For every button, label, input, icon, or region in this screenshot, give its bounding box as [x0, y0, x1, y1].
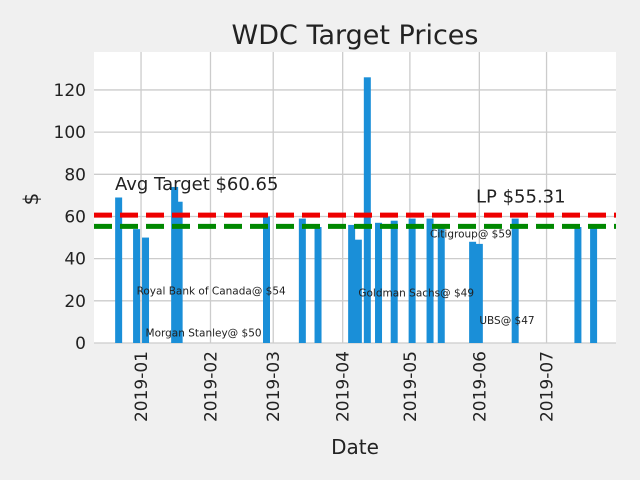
chart-title: WDC Target Prices [232, 20, 479, 51]
bar [348, 224, 356, 343]
bar [375, 222, 383, 343]
bar [511, 218, 519, 343]
x-tick-label: 2019-07 [538, 351, 558, 422]
bars [115, 77, 598, 343]
y-tick-label: 100 [54, 123, 86, 143]
y-axis-label: $ [19, 193, 43, 206]
x-tick-label: 2019-03 [264, 351, 284, 422]
x-axis-label: Date [331, 435, 379, 459]
bar [469, 241, 477, 343]
y-tick-label: 120 [54, 81, 86, 101]
y-tick-label: 60 [64, 207, 86, 227]
bar [263, 216, 271, 343]
bar-annotation: UBS@ $47 [479, 315, 534, 327]
bar-annotation: Citigroup@ $59 [430, 229, 512, 241]
reference-line-label: Avg Target $60.65 [115, 174, 278, 195]
bar [475, 243, 483, 343]
reference-lines: Avg Target $60.65 LP $55.31 [94, 174, 616, 229]
bar [142, 237, 150, 343]
y-tick-label: 80 [64, 165, 86, 185]
grid [94, 52, 616, 344]
annotations: Royal Bank of Canada@ $54 Morgan Stanley@… [137, 229, 535, 340]
x-tick-label: 2019-01 [132, 351, 152, 422]
y-tick-label: 20 [64, 292, 86, 312]
bar [408, 218, 416, 343]
bar [363, 77, 371, 343]
bar [298, 218, 306, 343]
x-tick-label: 2019-06 [470, 351, 490, 422]
y-tick-label: 0 [75, 334, 86, 354]
bar [390, 220, 398, 343]
bar [175, 201, 183, 343]
bar [426, 218, 434, 343]
reference-line-label: LP $55.31 [476, 186, 566, 207]
y-tick-label: 40 [64, 250, 86, 270]
bar [590, 227, 598, 343]
bar [133, 229, 141, 343]
bar [115, 197, 123, 343]
bar [354, 239, 362, 343]
bar [314, 227, 322, 343]
bar [437, 224, 445, 343]
x-tick-label: 2019-05 [401, 351, 421, 422]
bar-annotation: Morgan Stanley@ $50 [146, 328, 262, 340]
x-axis: 2019-01 2019-02 2019-03 2019-04 2019-05 2019-… [132, 351, 558, 422]
y-axis: 0 20 40 60 80 100 120 [54, 81, 86, 354]
x-tick-label: 2019-04 [334, 351, 354, 422]
bar [574, 227, 582, 343]
bar-annotation: Goldman Sachs@ $49 [358, 288, 474, 300]
bar [171, 186, 179, 343]
x-tick-label: 2019-02 [201, 351, 221, 422]
bar-annotation: Royal Bank of Canada@ $54 [137, 286, 286, 298]
